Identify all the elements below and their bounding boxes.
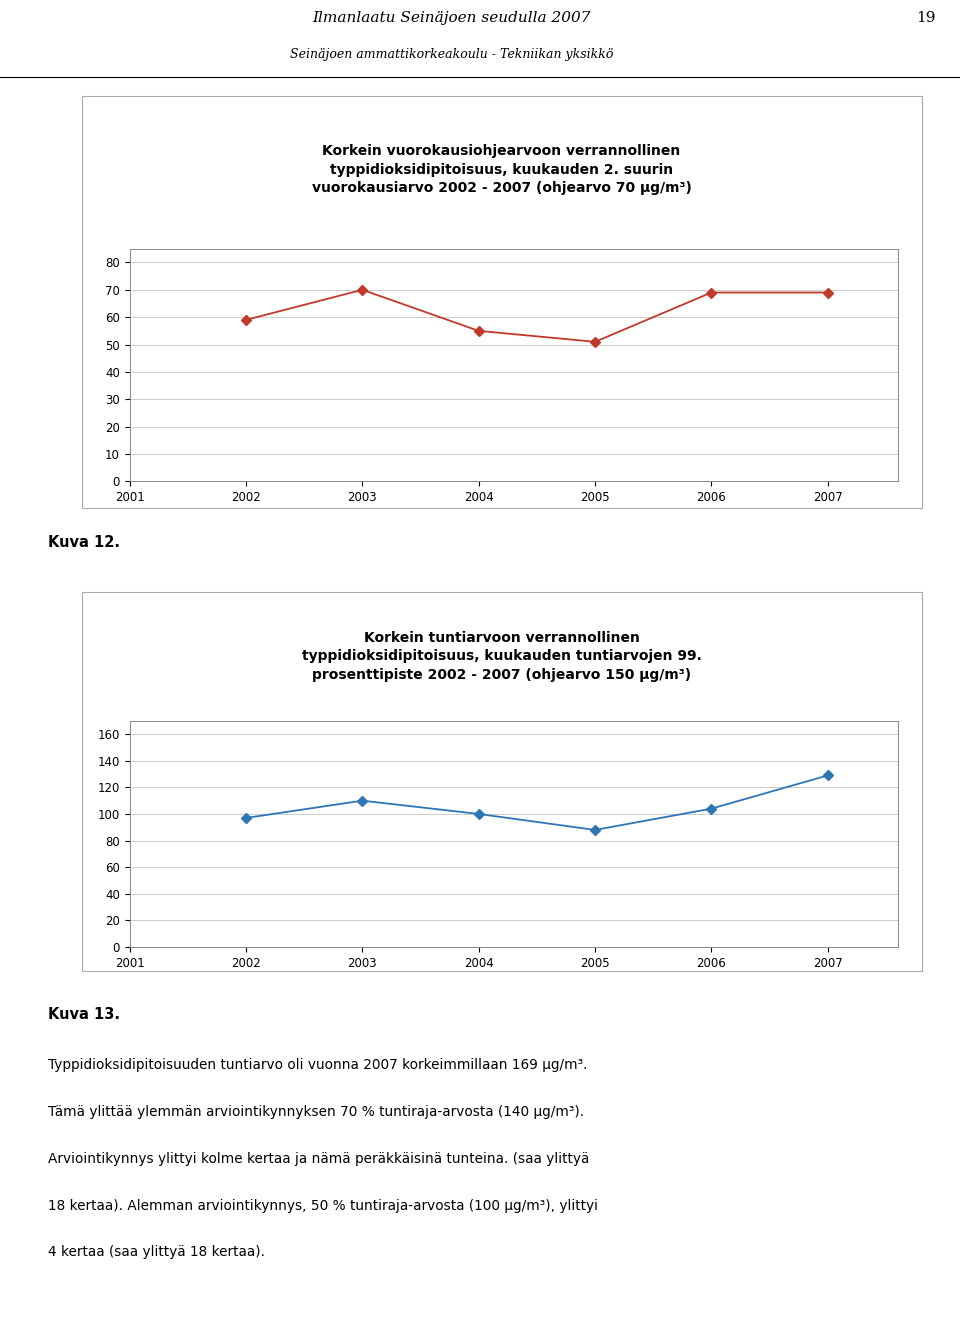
Text: Tämä ylittää ylemmän arviointikynnyksen 70 % tuntiraja-arvosta (140 µg/m³).: Tämä ylittää ylemmän arviointikynnyksen … [48, 1105, 584, 1119]
Text: Kuva 13.: Kuva 13. [48, 1007, 120, 1023]
Text: Typpidioksidipitoisuuden tuntiarvo oli vuonna 2007 korkeimmillaan 169 µg/m³.: Typpidioksidipitoisuuden tuntiarvo oli v… [48, 1059, 588, 1072]
Text: Korkein tuntiarvoon verrannollinen
typpidioksidipitoisuus, kuukauden tuntiarvoje: Korkein tuntiarvoon verrannollinen typpi… [301, 630, 702, 682]
Text: Seinäjoen ammattikorkeakoulu - Tekniikan yksikkö: Seinäjoen ammattikorkeakoulu - Tekniikan… [290, 48, 612, 61]
Text: 19: 19 [917, 11, 936, 25]
Text: Kuva 12.: Kuva 12. [48, 535, 120, 551]
Text: Korkein vuorokausiohjearvoon verrannollinen
typpidioksidipitoisuus, kuukauden 2.: Korkein vuorokausiohjearvoon verrannolli… [312, 144, 691, 196]
Text: Arviointikynnys ylittyi kolme kertaa ja nämä peräkkäisinä tunteina. (saa ylittyä: Arviointikynnys ylittyi kolme kertaa ja … [48, 1152, 589, 1166]
Text: Ilmanlaatu Seinäjoen seudulla 2007: Ilmanlaatu Seinäjoen seudulla 2007 [312, 11, 590, 25]
Text: 18 kertaa). Alemman arviointikynnys, 50 % tuntiraja-arvosta (100 µg/m³), ylittyi: 18 kertaa). Alemman arviointikynnys, 50 … [48, 1198, 598, 1213]
Text: 4 kertaa (saa ylittyä 18 kertaa).: 4 kertaa (saa ylittyä 18 kertaa). [48, 1245, 265, 1260]
